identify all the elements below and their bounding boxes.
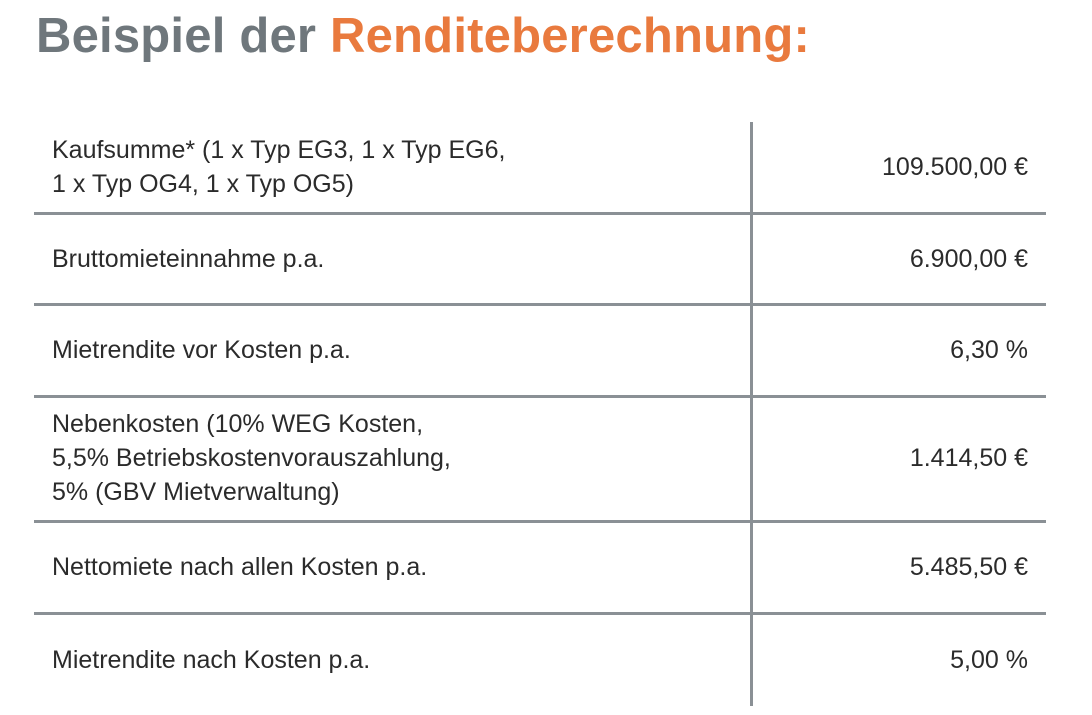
row-value: 1.414,50 €	[909, 444, 1028, 472]
title-part-2: Renditeberechnung:	[330, 9, 811, 63]
row-divider	[34, 520, 1046, 523]
table-row-additional-costs: Nebenkosten (10% WEG Kosten, 5,5% Betrie…	[34, 398, 1046, 520]
return-calculation-table: Kaufsumme* (1 x Typ EG3, 1 x Typ EG6, 1 …	[34, 122, 1046, 706]
table-row-gross-rent: Bruttomieteinnahme p.a. 6.900,00 €	[34, 215, 1046, 303]
row-divider	[34, 303, 1046, 306]
table-row-yield-before-costs: Mietrendite vor Kosten p.a. 6,30 %	[34, 306, 1046, 395]
row-value: 5.485,50 €	[909, 553, 1028, 581]
table-row-purchase-price: Kaufsumme* (1 x Typ EG3, 1 x Typ EG6, 1 …	[34, 122, 1046, 212]
row-divider	[34, 395, 1046, 398]
row-label: Kaufsumme* (1 x Typ EG3, 1 x Typ EG6, 1 …	[52, 136, 506, 198]
row-value: 109.500,00 €	[882, 153, 1028, 181]
row-label: Mietrendite vor Kosten p.a.	[52, 336, 351, 364]
row-divider	[34, 612, 1046, 615]
row-label: Bruttomieteinnahme p.a.	[52, 245, 325, 273]
page-title: Beispiel der Renditeberechnung:	[36, 8, 810, 64]
row-value: 6.900,00 €	[909, 245, 1028, 273]
table-row-yield-after-costs: Mietrendite nach Kosten p.a. 5,00 %	[34, 615, 1046, 706]
row-label: Nebenkosten (10% WEG Kosten, 5,5% Betrie…	[52, 410, 451, 506]
row-value: 5,00 %	[950, 646, 1028, 674]
row-value: 6,30 %	[950, 336, 1028, 364]
title-part-1: Beispiel der	[36, 9, 317, 63]
row-label: Mietrendite nach Kosten p.a.	[52, 646, 371, 674]
row-divider	[34, 212, 1046, 215]
column-divider	[750, 122, 753, 706]
table-row-net-rent: Nettomiete nach allen Kosten p.a. 5.485,…	[34, 523, 1046, 612]
row-label: Nettomiete nach allen Kosten p.a.	[52, 553, 428, 581]
